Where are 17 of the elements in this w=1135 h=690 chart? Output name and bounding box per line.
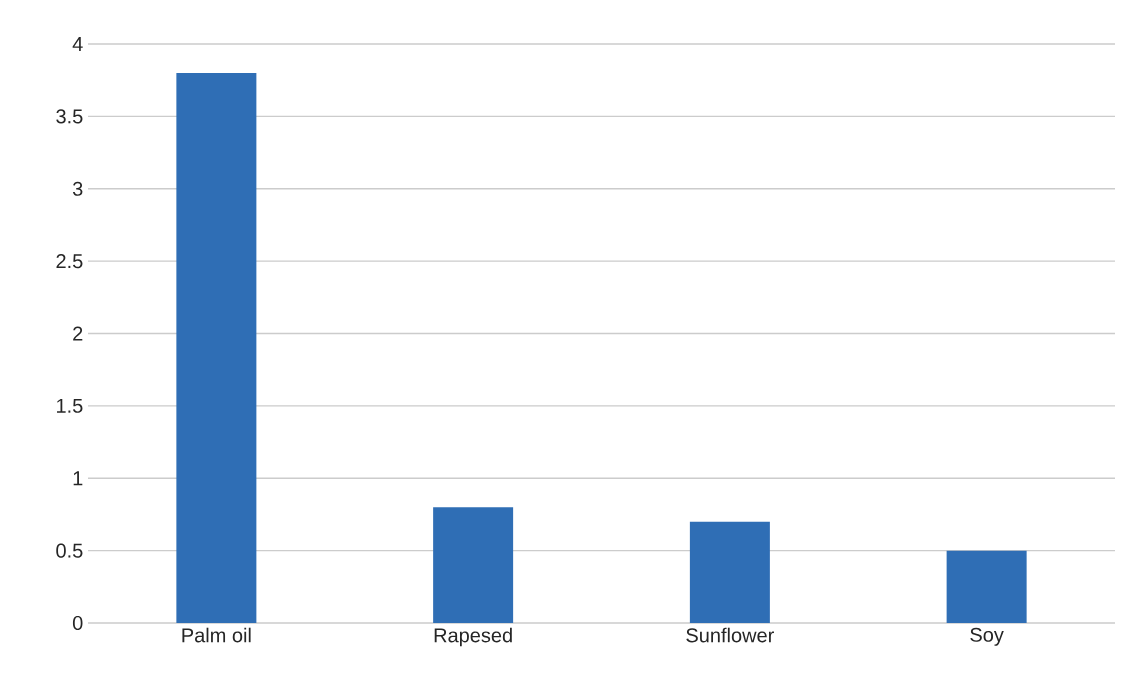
y-tick-label: 2.5 xyxy=(56,254,83,269)
y-tick-label: 2 xyxy=(73,326,83,341)
x-tick-label: Palm oil xyxy=(182,627,251,643)
y-tick-label: 1.5 xyxy=(57,398,83,413)
bar xyxy=(946,550,1027,623)
x-tick-label: Soy xyxy=(970,627,1004,646)
x-tick-label: Rapesed xyxy=(434,627,512,647)
y-tick-label: 3.5 xyxy=(56,109,83,124)
y-tick-label: 3 xyxy=(72,181,83,196)
x-tick-label: Sunflower xyxy=(686,627,774,643)
y-tick-label: 1 xyxy=(73,471,83,486)
y-tick-label: 0 xyxy=(72,615,83,631)
bar xyxy=(176,72,257,623)
y-tick-label: 4 xyxy=(72,37,83,51)
bar xyxy=(689,521,770,623)
y-tick-label: 0.5 xyxy=(56,543,83,558)
bar xyxy=(433,507,514,623)
